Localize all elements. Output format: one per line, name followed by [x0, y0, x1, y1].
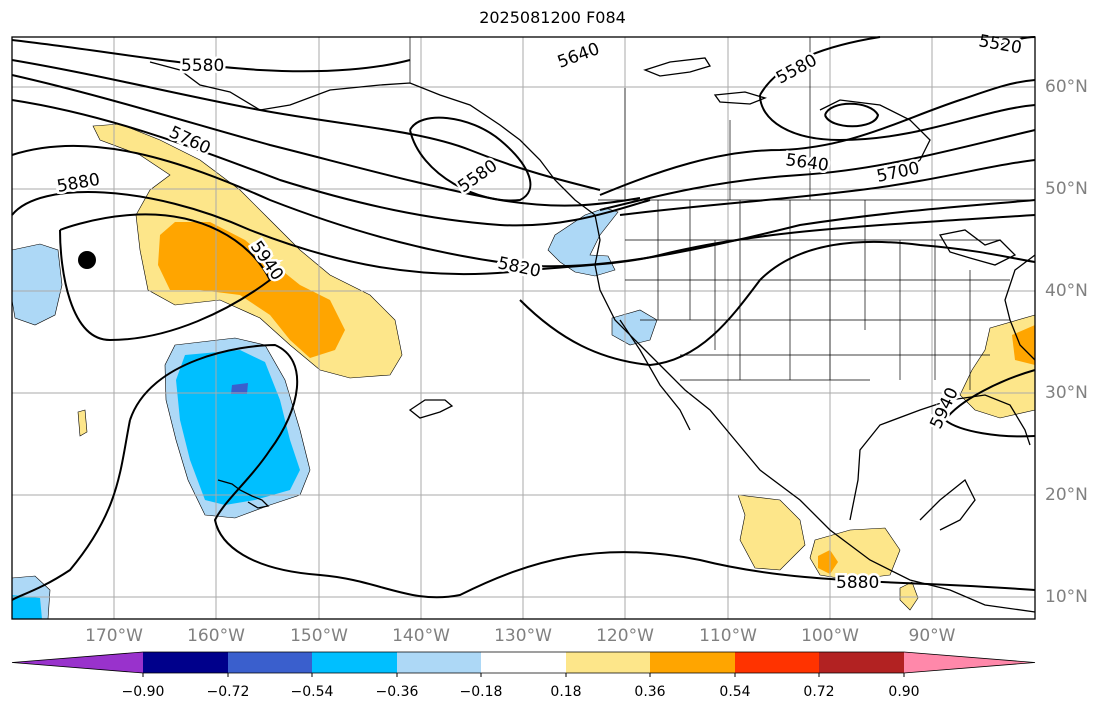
baja-peninsula [619, 319, 691, 431]
contour-line [59, 213, 272, 342]
contour-label: 5580 [181, 56, 224, 76]
colorbar [11, 651, 1036, 677]
hawaii-islands [217, 479, 270, 509]
lon-label: 100°W [801, 626, 859, 646]
negative-anomaly-core [176, 350, 300, 505]
contour-line [824, 102, 880, 128]
mexico-orange-spot [818, 550, 838, 574]
colorbar-tick-label: 0.18 [550, 684, 582, 700]
lat-label: 20°N [1045, 485, 1088, 505]
colorbar-tick-label: 0.36 [634, 684, 666, 700]
baja-negative-region [611, 309, 658, 346]
arctic-island-2 [713, 91, 767, 105]
lat-label: 40°N [1045, 281, 1088, 301]
lat-label: 60°N [1045, 77, 1088, 97]
contour-line [11, 74, 641, 207]
lat-label: 30°N [1045, 383, 1088, 403]
small-positive-spot-2 [77, 409, 88, 437]
colorbar-tick-label: −0.72 [206, 684, 250, 700]
political-borders [409, 37, 1035, 390]
map-title: 2025081200 F084 [479, 8, 626, 27]
colorbar-segment [566, 652, 650, 673]
contour-line [11, 144, 1036, 268]
colorbar-segment [735, 652, 819, 673]
colorbar-segment [12, 652, 143, 673]
contour-line [599, 79, 1036, 196]
sw-negative-core [12, 595, 42, 619]
mexico-positive-region-1 [737, 494, 806, 571]
yucatan [919, 478, 976, 531]
strong-negative-spot [231, 383, 248, 394]
colorbar-tick-label: 0.90 [888, 684, 920, 700]
lon-label: 160°W [187, 626, 245, 646]
colorbar-segment [819, 652, 904, 673]
hudson-bay [819, 99, 931, 176]
contour-line [759, 36, 881, 96]
colorbar-segment [481, 652, 566, 673]
great-lakes [938, 229, 1017, 266]
location-marker [78, 251, 96, 269]
contour-line [759, 94, 1036, 142]
contour-line [944, 369, 1036, 421]
contour-line [599, 129, 1036, 211]
colorbar-tick-label: −0.54 [290, 684, 334, 700]
lat-label: 50°N [1045, 179, 1088, 199]
contour-label: 5880 [836, 573, 879, 593]
contour-line [944, 419, 1036, 438]
colorbar-segment [397, 652, 481, 673]
colorbar-segment [143, 652, 228, 673]
lon-label: 120°W [596, 626, 654, 646]
lon-label: 170°W [85, 626, 143, 646]
gulf-of-mexico-coast [849, 394, 1031, 521]
orange-anomaly-core [158, 222, 345, 358]
small-island [408, 399, 454, 419]
east-coast [1004, 254, 1036, 361]
colorbar-tick-label: −0.18 [459, 684, 503, 700]
contour-line [11, 191, 1036, 276]
contour-line [11, 39, 411, 73]
graticule [12, 37, 1035, 619]
contour-line [11, 99, 651, 227]
colorbar-tick-label: 0.54 [719, 684, 751, 700]
lon-label: 140°W [392, 626, 450, 646]
colorbar-segment [228, 652, 312, 673]
lon-label: 150°W [290, 626, 348, 646]
lon-label: 90°W [908, 626, 956, 646]
colorbar-tick-label: 0.72 [803, 684, 835, 700]
contour-line [129, 343, 1036, 599]
contour-line [11, 419, 131, 601]
north-america-west-coast [594, 214, 1036, 613]
west-negative-region [11, 243, 63, 326]
colorbar-tick-label: −0.36 [375, 684, 419, 700]
height-contours [11, 36, 1036, 601]
colorbar-tick-label: −0.90 [121, 684, 165, 700]
lon-label: 110°W [699, 626, 757, 646]
colorbar-segment [904, 652, 1035, 673]
contour-line [519, 240, 1036, 367]
lat-label: 10°N [1045, 587, 1088, 607]
arctic-island-1 [643, 57, 712, 77]
contour-line [409, 116, 532, 202]
lon-label: 130°W [494, 626, 552, 646]
map-frame [11, 36, 1036, 620]
contour-line [619, 159, 1036, 216]
colorbar-segment [312, 652, 397, 673]
colorbar-segment [650, 652, 735, 673]
